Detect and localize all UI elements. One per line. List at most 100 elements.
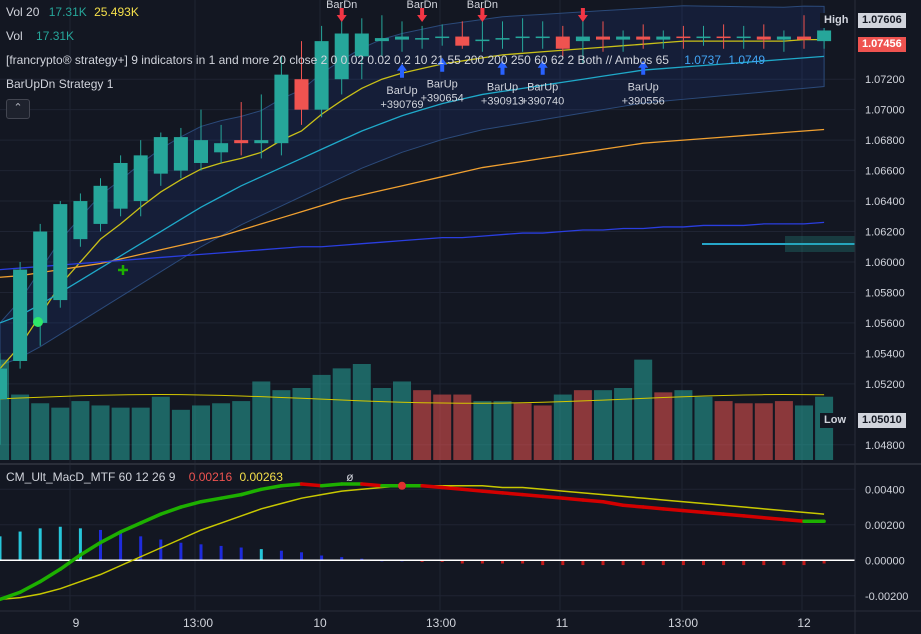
strategy2-name: BarUpDn Strategy 1 — [6, 77, 114, 91]
macd-line-segment — [440, 485, 465, 492]
volume-bar — [714, 401, 733, 460]
macd-line-segment — [762, 515, 786, 522]
volume-bar — [91, 405, 110, 460]
macd-hist-bar — [702, 560, 705, 566]
volume-bar — [352, 364, 371, 460]
vol-legend[interactable]: Vol 17.31K — [6, 29, 74, 43]
candle-body — [696, 36, 711, 39]
candle-body — [475, 39, 490, 42]
vol-value: 17.31K — [36, 29, 75, 43]
macd-line-segment — [420, 484, 444, 490]
volume-bar — [614, 388, 633, 460]
macd-hist-bar — [762, 560, 766, 566]
macd-line-segment — [179, 499, 203, 509]
ma-long-line — [0, 221, 825, 271]
macd-hist-bar — [259, 549, 263, 561]
macd-line-segment — [118, 521, 143, 534]
candle-body — [173, 137, 188, 171]
price-tick-label: 1.06800 — [865, 135, 905, 147]
buy-signal-value: +390740 — [521, 96, 564, 108]
price-tick-label: 1.05600 — [865, 318, 905, 330]
macd-hist-bar — [340, 557, 344, 561]
volume-bar — [533, 405, 552, 460]
candle-body — [616, 36, 631, 40]
buy-signal-value: +390913 — [481, 96, 524, 108]
macd-line-segment — [98, 530, 123, 545]
macd-tick-label: 0.00200 — [865, 520, 905, 532]
macd-cross-dot — [398, 481, 406, 490]
strategy-value-1: 1.0737 — [684, 53, 721, 67]
buy-signal-label: BarUp — [628, 82, 659, 94]
volume-bar — [272, 390, 291, 460]
volume-bar — [393, 381, 411, 460]
current-price-badge: 1.07456 — [858, 37, 906, 52]
volume-bar — [131, 407, 150, 460]
collapse-legend-button[interactable]: ⌃ — [6, 99, 30, 119]
macd-line-segment — [621, 503, 645, 509]
sell-arrow-icon — [477, 8, 488, 22]
macd-legend[interactable]: CM_Ult_MacD_MTF 60 12 26 9 0.00216 0.002… — [6, 470, 354, 484]
ma-fast-line — [0, 38, 825, 370]
candle-body — [555, 36, 570, 49]
price-tick-label: 1.06000 — [865, 257, 905, 269]
strategy2-legend[interactable]: BarUpDn Strategy 1 — [6, 77, 113, 91]
macd-line-segment — [721, 512, 746, 518]
macd-hist-bar — [440, 560, 444, 562]
macd-hist-bar — [159, 539, 163, 561]
price-tick-label: 1.05400 — [865, 348, 905, 360]
candle-body — [314, 41, 329, 110]
ma-mid-line — [0, 55, 825, 324]
macd-hist-bar — [621, 560, 625, 566]
vol20-value-2: 25.493K — [94, 5, 139, 19]
macd-hist-bar — [460, 560, 464, 564]
macd-hist-bar — [521, 560, 525, 564]
macd-hist-bar — [501, 560, 504, 564]
macd-line-segment — [701, 510, 726, 516]
strategy-value-2: 1.0749 — [728, 53, 766, 67]
time-axis-label: 12 — [797, 616, 811, 630]
price-tick-label: 1.05200 — [865, 379, 905, 391]
volume-bar — [171, 409, 190, 460]
macd-hist-bar — [742, 560, 746, 566]
candle-body — [797, 36, 811, 40]
macd-line-segment — [78, 540, 103, 557]
vol20-legend[interactable]: Vol 20 17.31K 25.493K — [6, 5, 139, 19]
candle-body — [817, 30, 832, 42]
volume-bar — [634, 359, 653, 460]
volume-bar — [252, 381, 271, 460]
candle-body — [575, 36, 590, 42]
buy-arrow-icon — [537, 60, 548, 75]
candle-body — [0, 368, 7, 400]
candle-body — [274, 74, 289, 144]
candle-body — [214, 143, 229, 153]
volume-bar — [453, 394, 472, 460]
macd-line-segment — [460, 487, 485, 493]
macd-line-segment — [18, 579, 42, 594]
low-label: Low — [820, 413, 850, 428]
macd-hist-bar — [58, 526, 62, 561]
ma-cross-dot — [33, 317, 43, 327]
candle-body — [354, 33, 369, 57]
volume-bar — [573, 390, 592, 460]
macd-hist-bar — [179, 542, 183, 561]
strategy-legend[interactable]: [francrypto® strategy+] 9 indicators in … — [6, 53, 765, 67]
macd-hist-bar — [279, 550, 283, 561]
volume-bar — [31, 403, 50, 460]
volume-bar — [674, 390, 693, 460]
buy-signal-value: +390654 — [421, 93, 464, 105]
macd-line-segment — [500, 491, 525, 497]
time-axis-label: 10 — [313, 616, 327, 630]
volume-bar — [332, 368, 351, 460]
time-axis-label: 13:00 — [426, 616, 456, 630]
macd-hist-bar — [219, 545, 223, 561]
sell-signal-label: BarDn — [407, 0, 438, 11]
buy-arrow-icon — [497, 60, 508, 75]
candle-body — [716, 36, 731, 39]
macd-name: CM_Ult_MacD_MTF 60 12 26 9 — [6, 470, 176, 484]
buy-signal-value: +390556 — [622, 96, 665, 108]
volume-bar — [232, 401, 251, 460]
cross-marker-icon — [118, 265, 128, 275]
volume-bar — [192, 405, 210, 460]
